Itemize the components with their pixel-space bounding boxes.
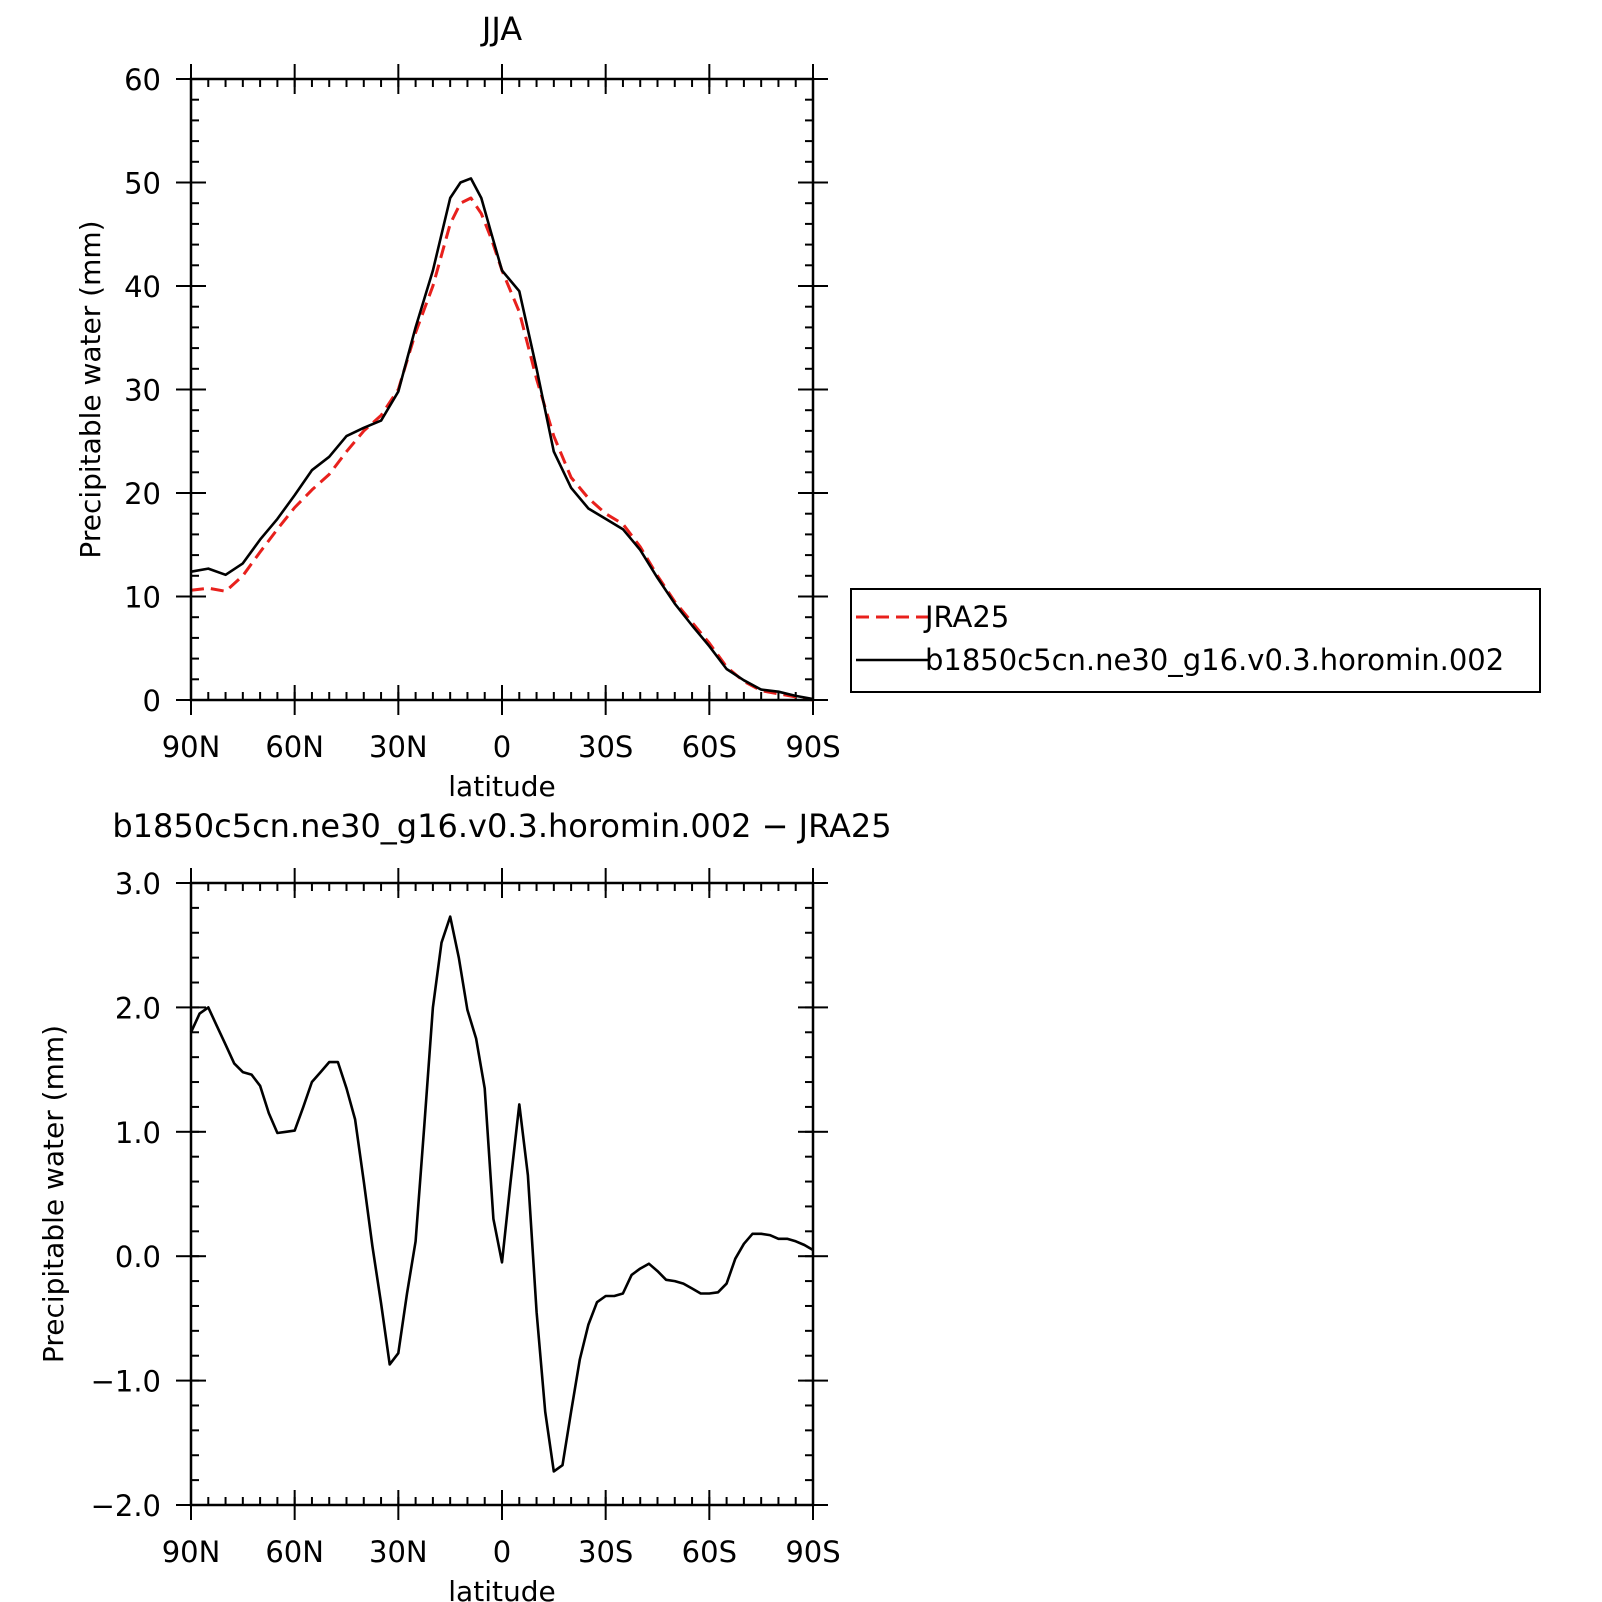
y-axis-label: Precipitable water (mm)	[74, 220, 107, 558]
x-axis-label: latitude	[448, 1575, 555, 1602]
x-tick-label: 0	[493, 1535, 511, 1569]
plot-frame	[189, 77, 815, 702]
x-tick-label: 60N	[265, 1535, 324, 1569]
y-tick-label: 40	[124, 270, 161, 304]
x-tick-label: 90S	[785, 1535, 840, 1569]
legend: JRA25 b1850c5cn.ne30_g16.v0.3.horomin.002	[850, 588, 1541, 693]
x-tick-label: 60N	[265, 730, 324, 764]
y-tick-label: 2.0	[115, 991, 161, 1025]
x-tick-label: 30S	[578, 730, 633, 764]
chart-2: b1850c5cn.ne30_g16.v0.3.horomin.002 − JR…	[37, 807, 892, 1602]
x-tick-label: 0	[493, 730, 511, 764]
y-tick-label: 3.0	[115, 867, 161, 901]
x-tick-label: 30N	[369, 730, 428, 764]
series-line-1	[189, 915, 814, 1473]
legend-label: b1850c5cn.ne30_g16.v0.3.horomin.002	[925, 643, 1504, 677]
chart-title: b1850c5cn.ne30_g16.v0.3.horomin.002 − JR…	[112, 807, 891, 845]
chart-1: JJA 0 10 20 30 40 50 60 90N 60N 30N 0 30S 60S 90S latit…	[74, 10, 1541, 803]
y-tick-label: 30	[124, 374, 161, 408]
y-tick-label: −1.0	[91, 1365, 161, 1399]
x-tick-label: 60S	[682, 1535, 737, 1569]
y-tick-label: 50	[124, 167, 161, 201]
x-tick-label: 60S	[682, 730, 737, 764]
x-axis-label: latitude	[448, 770, 555, 803]
y-tick-label: 0	[143, 684, 161, 718]
legend-label: JRA25	[923, 600, 1009, 634]
y-axis-label: Precipitable water (mm)	[37, 1025, 70, 1363]
series-line-1	[190, 196, 814, 702]
x-tick-label: 90N	[162, 730, 221, 764]
y-tick-label: 20	[124, 477, 161, 511]
y-tick-label: 1.0	[115, 1116, 161, 1150]
x-tick-label: 30S	[578, 1535, 633, 1569]
x-tick-label: 90S	[785, 730, 840, 764]
chart-title: JJA	[480, 10, 522, 48]
x-tick-label: 30N	[369, 1535, 428, 1569]
x-tick-label: 90N	[162, 1535, 221, 1569]
series-line-2	[190, 177, 814, 701]
legend-box	[850, 588, 1541, 693]
y-tick-label: 60	[124, 63, 161, 97]
y-tick-label: 0.0	[115, 1240, 161, 1274]
y-tick-label: 10	[124, 581, 161, 615]
plot-frame	[189, 881, 815, 1507]
y-tick-label: −2.0	[91, 1489, 161, 1523]
